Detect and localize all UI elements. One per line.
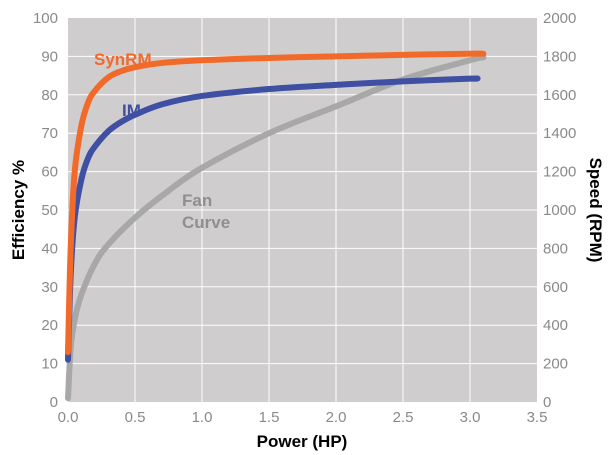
x-tick-label: 1.5 xyxy=(259,409,280,426)
y-right-tick-label: 1600 xyxy=(543,87,576,104)
y-left-tick-label: 10 xyxy=(41,356,58,373)
series-label-im: IM xyxy=(122,101,141,120)
y-right-axis-title: Speed (RPM) xyxy=(586,158,605,263)
y-right-tick-label: 1200 xyxy=(543,164,576,181)
series-line-synrm xyxy=(65,50,487,356)
y-right-tick-label: 400 xyxy=(543,317,568,334)
y-left-tick-labels: 0 10 20 30 40 50 60 70 80 90 100 xyxy=(33,10,58,411)
y-right-tick-label: 1000 xyxy=(543,202,576,219)
x-tick-label: 3.0 xyxy=(460,409,481,426)
x-tick-label: 0.5 xyxy=(125,409,146,426)
y-left-tick-label: 60 xyxy=(41,164,58,181)
y-left-tick-label: 40 xyxy=(41,240,58,257)
series-label-fan-line2: Curve xyxy=(182,213,230,232)
y-right-tick-label: 1400 xyxy=(543,125,576,142)
y-left-tick-label: 100 xyxy=(33,10,58,27)
x-tick-label: 2.0 xyxy=(326,409,347,426)
y-left-tick-label: 20 xyxy=(41,317,58,334)
y-right-tick-label: 0 xyxy=(543,394,551,411)
x-tick-label: 2.5 xyxy=(393,409,414,426)
x-tick-labels: 0.0 0.5 1.0 1.5 2.0 2.5 3.0 3.5 xyxy=(58,409,548,426)
series-lines xyxy=(65,50,487,402)
y-right-tick-label: 200 xyxy=(543,356,568,373)
y-right-tick-label: 2000 xyxy=(543,10,576,27)
y-left-tick-label: 70 xyxy=(41,125,58,142)
y-right-tick-label: 600 xyxy=(543,279,568,296)
y-left-tick-label: 50 xyxy=(41,202,58,219)
y-left-axis-title: Efficiency % xyxy=(9,160,28,260)
y-left-tick-label: 80 xyxy=(41,87,58,104)
x-tick-label: 0.0 xyxy=(58,409,79,426)
series-line-im xyxy=(65,75,481,363)
series-label-fan-line1: Fan xyxy=(182,191,212,210)
y-right-tick-label: 800 xyxy=(543,240,568,257)
x-tick-label: 3.5 xyxy=(527,409,548,426)
series-label-synrm: SynRM xyxy=(94,50,152,69)
y-right-tick-labels: 0 200 400 600 800 1000 1200 1400 1600 1800 2000 xyxy=(543,10,576,411)
y-left-tick-label: 0 xyxy=(50,394,58,411)
y-left-tick-label: 30 xyxy=(41,279,58,296)
y-right-tick-label: 1800 xyxy=(543,48,576,65)
x-tick-label: 1.0 xyxy=(192,409,213,426)
x-axis-title: Power (HP) xyxy=(257,432,348,451)
y-left-tick-label: 90 xyxy=(41,48,58,65)
